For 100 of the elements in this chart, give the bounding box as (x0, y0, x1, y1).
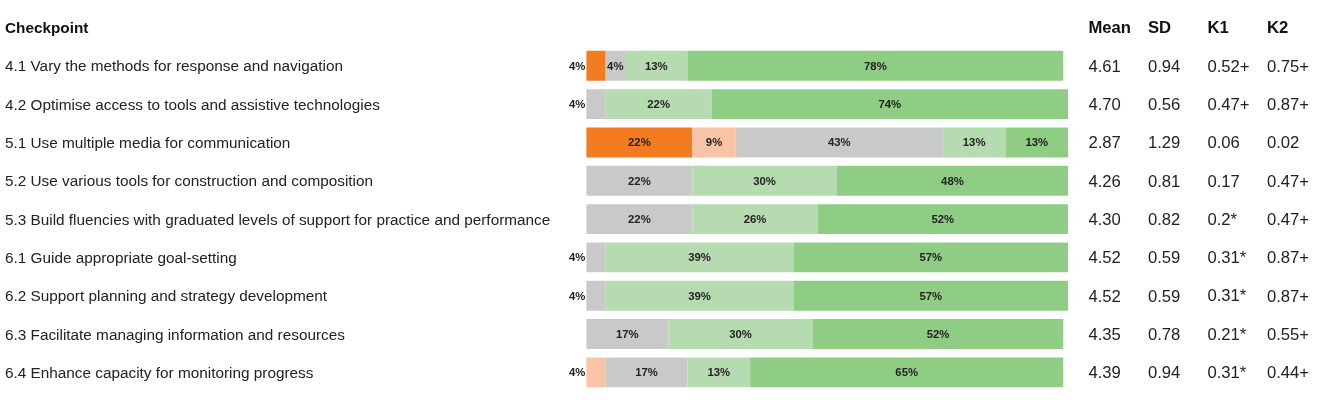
text: 4.26 (1088, 171, 1121, 191)
text: 4.30 (1088, 210, 1121, 230)
bar (1005, 127, 1069, 158)
bar (586, 319, 669, 349)
text: 0.06 (1207, 133, 1240, 153)
data-label: 22% (628, 136, 651, 149)
text: 0.52+ (1207, 56, 1250, 76)
bar (711, 89, 1069, 120)
data-label: 57% (919, 289, 943, 302)
category-label: K2 (1266, 17, 1289, 37)
data-label: 57% (919, 251, 943, 264)
bar (692, 204, 818, 235)
bar (687, 357, 751, 388)
bar (605, 357, 688, 388)
data-label: 17% (635, 366, 658, 379)
data-label: 22% (647, 98, 670, 111)
bar (692, 165, 837, 196)
bar (605, 89, 712, 120)
bar (687, 50, 1064, 81)
text: 0.94 (1147, 363, 1181, 383)
data-label: 30% (729, 328, 752, 341)
category-label: SD (1147, 17, 1172, 37)
text: 0.44+ (1266, 363, 1310, 383)
y-tick-label: 4.2 Optimise access to tools and assistive technologies (4, 95, 381, 113)
data-label: 74% (878, 98, 902, 111)
text: 4.52 (1088, 286, 1121, 306)
y-tick-label: 6.4 Enhance capacity for monitoring progress (4, 363, 314, 381)
text: 0.94 (1147, 56, 1181, 76)
text: 0.02 (1266, 133, 1300, 153)
text: 0.17 (1207, 171, 1240, 191)
y-tick-label: 5.2 Use various tools for construction and composition (4, 172, 374, 190)
bar (586, 50, 606, 81)
text: 0.21* (1207, 324, 1247, 344)
data-label: 78% (864, 59, 887, 72)
text: 0.78 (1147, 325, 1181, 345)
data-label: 17% (616, 328, 639, 341)
text: 0.87+ (1266, 95, 1310, 115)
bar (668, 319, 813, 349)
data-label: 48% (941, 174, 964, 187)
bar (586, 357, 606, 388)
text: 1.29 (1147, 133, 1181, 153)
data-label: 52% (931, 213, 955, 226)
text: 4.70 (1088, 95, 1121, 115)
y-tick-label: 4.1 Vary the methods for response and navigation (4, 57, 343, 75)
data-label: 4% (569, 59, 586, 72)
text: 0.56 (1147, 95, 1181, 115)
data-label: 30% (753, 174, 776, 187)
text: 0.47+ (1266, 171, 1310, 191)
text: 0.59 (1147, 248, 1181, 268)
text: 0.75+ (1266, 56, 1310, 76)
data-label: 65% (895, 366, 919, 379)
text: 4.35 (1088, 325, 1121, 345)
text: 4.52 (1088, 248, 1121, 268)
bar (812, 319, 1064, 349)
text: 0.82 (1147, 210, 1181, 230)
bar (605, 242, 794, 273)
bar (817, 204, 1069, 235)
bar (624, 50, 688, 81)
bar (735, 127, 943, 158)
text: 2.87 (1088, 133, 1121, 153)
text: 0.2* (1207, 209, 1238, 229)
data-label: 4% (607, 59, 624, 72)
data-label: 13% (707, 366, 731, 379)
bar (586, 127, 693, 158)
text: 4.61 (1088, 56, 1121, 76)
bar (586, 242, 606, 273)
data-label: 39% (688, 251, 711, 264)
category-label: Mean (1088, 17, 1132, 37)
data-label: 43% (827, 136, 851, 149)
text: 0.59 (1147, 286, 1181, 306)
bar (836, 165, 1069, 196)
data-label: 13% (1025, 136, 1049, 149)
text: 0.31* (1207, 286, 1247, 306)
y-tick-label: 6.1 Guide appropriate goal-setting (4, 248, 237, 266)
data-label: 9% (705, 136, 723, 149)
bar (942, 127, 1006, 158)
data-label: 4% (569, 98, 586, 111)
bar (586, 165, 693, 196)
bar (750, 357, 1064, 388)
text: 0.87+ (1266, 248, 1310, 268)
y-tick-label: 6.2 Support planning and strategy development (4, 287, 328, 305)
data-label: 4% (569, 366, 586, 379)
bar (586, 89, 606, 120)
data-label: 39% (688, 289, 711, 302)
y-tick-label: 6.3 Facilitate managing information and resources (4, 325, 346, 343)
data-label: 13% (962, 136, 986, 149)
text: 0.55+ (1266, 325, 1310, 345)
data-label: 4% (569, 251, 586, 264)
text: 0.81 (1147, 171, 1181, 191)
bar (692, 127, 736, 158)
text: 4.39 (1088, 363, 1121, 383)
bar (605, 280, 794, 311)
data-label: 13% (644, 59, 668, 72)
bar (586, 204, 693, 235)
text: 0.47+ (1207, 95, 1250, 115)
y-tick-label: 5.1 Use multiple media for communication (4, 133, 291, 151)
text: 0.31* (1207, 247, 1247, 267)
text: 0.31* (1207, 362, 1247, 382)
data-label: 22% (628, 213, 651, 226)
data-label: 52% (926, 328, 950, 341)
